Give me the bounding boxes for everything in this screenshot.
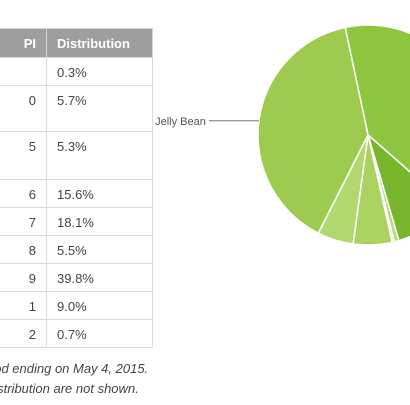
pie-slice-kitkat	[344, 24, 410, 173]
api-cell: 0	[0, 85, 47, 132]
distribution-cell: 39.8%	[46, 263, 153, 292]
pie-label: Jelly Bean	[155, 116, 206, 128]
table-row: 8 5.5%	[0, 235, 153, 264]
pie-slice-jelly-bean	[257, 26, 369, 235]
footnote-period: riod ending on May 4, 2015.	[0, 361, 149, 376]
table-row: 0 5.7%	[0, 85, 153, 132]
table-row: 0.3%	[0, 57, 153, 86]
table-row: 7 18.1%	[0, 207, 153, 236]
distribution-cell: 0.3%	[46, 57, 153, 86]
distribution-cell: 5.7%	[46, 85, 153, 132]
header-api: PI	[0, 28, 47, 58]
distribution-table: PI Distribution 0.3% 0 5.7% 5 5.3% 6 15.…	[0, 28, 153, 348]
distribution-cell: 5.3%	[46, 131, 153, 180]
footnote-not-shown: distribution are not shown.	[0, 381, 139, 396]
table-row: 9 39.8%	[0, 263, 153, 292]
distribution-cell: 0.7%	[46, 319, 153, 348]
distribution-cell: 18.1%	[46, 207, 153, 236]
table-row: 2 0.7%	[0, 319, 153, 348]
distribution-cell: 5.5%	[46, 235, 153, 264]
api-cell: 8	[0, 235, 47, 264]
api-cell: 9	[0, 263, 47, 292]
table-row: 6 15.6%	[0, 179, 153, 208]
